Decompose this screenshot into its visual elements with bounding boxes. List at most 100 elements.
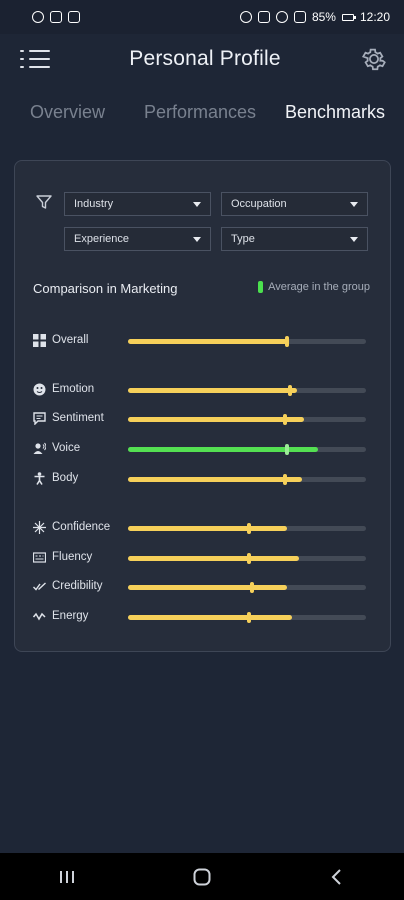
- type-dropdown[interactable]: Type: [221, 227, 368, 251]
- metric-bar-track: [128, 474, 366, 485]
- metric-bar-fill: [128, 556, 300, 561]
- page-title: Personal Profile: [129, 47, 281, 70]
- metric-label: Credibility: [52, 580, 103, 592]
- gear-icon[interactable]: [360, 45, 388, 73]
- metric-label: Energy: [52, 610, 89, 622]
- home-icon: [193, 868, 211, 885]
- metric-label: Sentiment: [52, 412, 104, 424]
- metric-bar-fill: [128, 339, 288, 344]
- group-average-marker: [283, 414, 288, 425]
- tab-benchmarks[interactable]: Benchmarks: [285, 102, 386, 122]
- face-icon: [33, 383, 46, 396]
- metric-row-body: Body: [33, 469, 373, 489]
- app-header: Personal Profile: [0, 34, 404, 84]
- group-average-marker: [247, 523, 252, 534]
- occupation-dropdown-value: Occupation: [231, 198, 287, 210]
- metric-label: Voice: [52, 442, 81, 454]
- metric-row-overall: Overall: [33, 331, 373, 351]
- metric-bar-track: [128, 444, 366, 455]
- metric-bar-fill: [128, 447, 319, 452]
- metric-label: Confidence: [52, 521, 111, 533]
- system-icons: 85% 12:20: [239, 10, 390, 24]
- occupation-dropdown[interactable]: Occupation: [221, 192, 368, 216]
- cast-icon: [68, 11, 80, 23]
- caret-down-icon: [193, 201, 201, 207]
- person-icon: [34, 472, 45, 485]
- industry-dropdown[interactable]: Industry: [64, 192, 211, 216]
- metric-row-energy: Energy: [33, 607, 373, 627]
- metric-bar-track: [128, 553, 366, 564]
- home-button[interactable]: [187, 862, 217, 892]
- metric-label: Overall: [52, 334, 89, 346]
- signal-icon: [293, 11, 306, 23]
- menu-icon[interactable]: [20, 48, 50, 70]
- status-bar: 85% 12:20: [0, 0, 404, 34]
- metric-row-voice: Voice: [33, 439, 373, 459]
- notification-icons: [32, 11, 80, 23]
- speaker-person-icon: [33, 442, 46, 454]
- recent-apps-button[interactable]: [52, 862, 82, 892]
- clock: 12:20: [359, 10, 390, 24]
- caret-down-icon: [350, 236, 358, 242]
- gallery-icon: [50, 11, 62, 23]
- whatsapp-icon: [32, 11, 44, 23]
- metric-row-credibility: Credibility: [33, 577, 373, 597]
- metric-bar-fill: [128, 615, 293, 620]
- mute-icon: [257, 11, 270, 23]
- wave-icon: [33, 612, 46, 621]
- legend: Average in the group: [258, 281, 370, 293]
- speech-bubble-icon: [33, 412, 46, 425]
- group-average-marker: [285, 336, 290, 347]
- metric-bar-track: [128, 523, 366, 534]
- legend-average-marker: [258, 281, 264, 293]
- wifi-icon: [275, 11, 288, 23]
- group-average-marker: [247, 612, 252, 623]
- battery-percent: 85%: [311, 10, 336, 24]
- caret-down-icon: [193, 236, 201, 242]
- legend-label: Average in the group: [268, 281, 370, 293]
- tab-performances[interactable]: Performances: [144, 102, 257, 122]
- alarm-icon: [239, 11, 252, 23]
- metric-bar-track: [128, 612, 366, 623]
- checkmarks-icon: [33, 582, 46, 591]
- fluency-icon: [33, 552, 46, 563]
- metric-row-emotion: Emotion: [33, 380, 373, 400]
- metric-label: Emotion: [52, 383, 95, 395]
- tab-bar: Overview Performances Benchmarks: [0, 96, 404, 132]
- group-average-marker: [285, 444, 290, 455]
- battery-icon: [341, 13, 356, 21]
- grid-icon: [33, 334, 46, 347]
- back-chevron-icon: [331, 868, 341, 885]
- metric-row-confidence: Confidence: [33, 518, 373, 538]
- benchmark-card: Industry Occupation Experience Type Comp…: [14, 160, 391, 652]
- experience-dropdown-value: Experience: [74, 233, 130, 245]
- metric-bar-fill: [128, 585, 288, 590]
- comparison-title: Comparison in Marketing: [33, 281, 178, 296]
- system-nav-bar: [0, 853, 404, 900]
- metric-bar-track: [128, 385, 366, 396]
- recent-apps-icon: [60, 870, 75, 883]
- sparkle-icon: [33, 521, 46, 534]
- group-average-marker: [249, 582, 254, 593]
- group-average-marker: [287, 385, 292, 396]
- metric-label: Body: [52, 472, 79, 484]
- metric-bar-fill: [128, 417, 305, 422]
- type-dropdown-value: Type: [231, 233, 255, 245]
- back-button[interactable]: [322, 862, 352, 892]
- metric-bar-fill: [128, 526, 288, 531]
- industry-dropdown-value: Industry: [74, 198, 114, 210]
- metric-label: Fluency: [52, 551, 93, 563]
- caret-down-icon: [350, 201, 358, 207]
- group-average-marker: [283, 474, 288, 485]
- metric-bar-track: [128, 414, 366, 425]
- metric-row-fluency: Fluency: [33, 548, 373, 568]
- metric-bar-fill: [128, 477, 302, 482]
- experience-dropdown[interactable]: Experience: [64, 227, 211, 251]
- metric-bar-fill: [128, 388, 297, 393]
- metric-bar-track: [128, 336, 366, 347]
- group-average-marker: [247, 553, 252, 564]
- tab-overview[interactable]: Overview: [30, 102, 106, 122]
- metric-bar-track: [128, 582, 366, 593]
- filter-icon[interactable]: [35, 193, 53, 211]
- metric-row-sentiment: Sentiment: [33, 409, 373, 429]
